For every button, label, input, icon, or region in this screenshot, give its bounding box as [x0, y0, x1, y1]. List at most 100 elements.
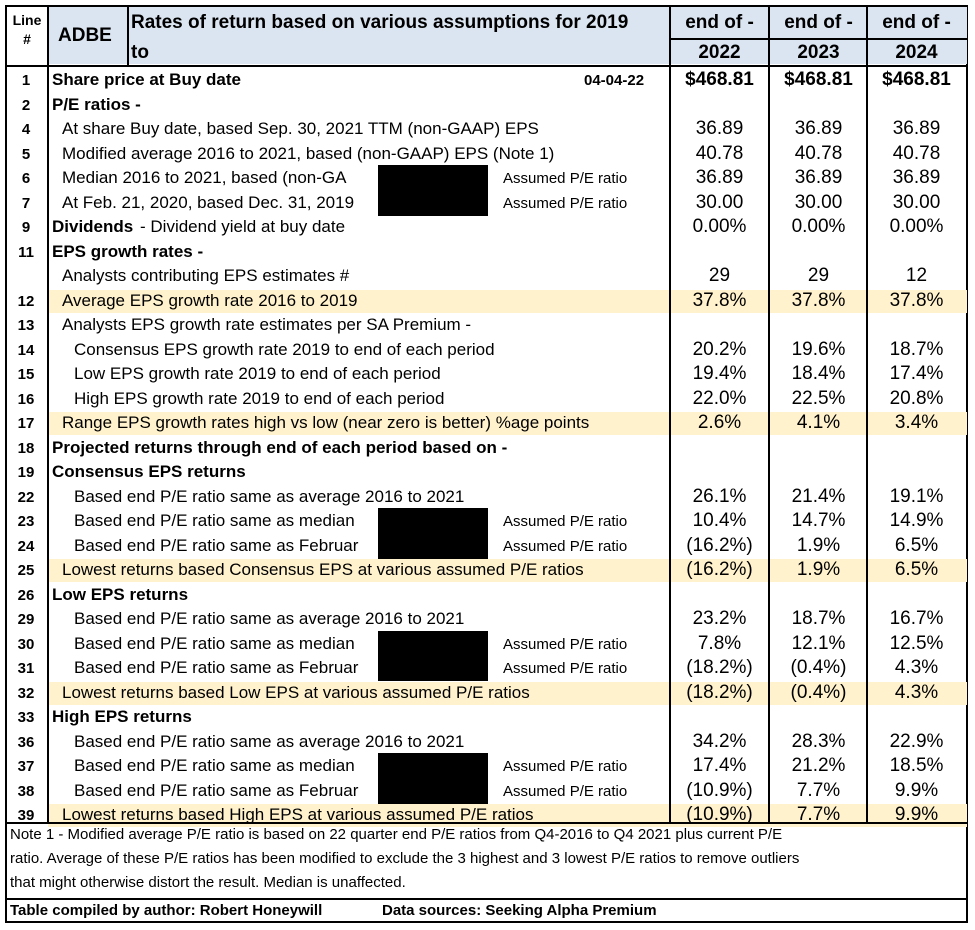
- line-number: 4: [21, 121, 31, 138]
- assumed-pe-label: Assumed P/E ratio: [503, 758, 628, 775]
- grid-line: [47, 7, 49, 822]
- line-number: 15: [17, 366, 35, 383]
- value-cell: 20.8%: [889, 387, 944, 409]
- returns-table: [5, 5, 968, 923]
- row-label: Average EPS growth rate 2016 to 2019: [62, 290, 358, 310]
- value-cell: 4.3%: [894, 681, 939, 703]
- value-cell: $468.81: [685, 69, 754, 90]
- col-header-top: end of -: [784, 12, 853, 33]
- value-cell: 0.00%: [791, 216, 846, 237]
- value-cell: 1.9%: [796, 559, 841, 580]
- value-cell: (16.2%): [686, 534, 753, 556]
- highlight-band: [48, 559, 967, 582]
- row-label: At share Buy date, based Sep. 30, 2021 T…: [62, 119, 539, 138]
- value-cell: (18.2%): [686, 681, 753, 703]
- value-cell: 22.9%: [889, 730, 944, 752]
- col-header-top: end of -: [882, 12, 951, 33]
- value-cell: 37.8%: [791, 289, 846, 311]
- line-number: 1: [21, 72, 31, 89]
- assumed-pe-label: Assumed P/E ratio: [503, 660, 628, 677]
- value-cell: 9.9%: [894, 779, 939, 801]
- value-cell: 14.7%: [791, 510, 846, 531]
- value-cell: (0.4%): [790, 657, 847, 678]
- redaction-block: [378, 189, 488, 216]
- row-label: Based end P/E ratio same as Februar: [74, 535, 359, 555]
- value-cell: 4.3%: [894, 657, 939, 678]
- redaction-block: [378, 165, 488, 191]
- table-title: Rates of return based on various assumpt…: [131, 12, 629, 33]
- value-cell: 2.6%: [697, 412, 742, 433]
- highlight-band: [48, 804, 967, 827]
- value-cell: $468.81: [882, 69, 951, 90]
- line-number: 29: [17, 611, 35, 628]
- row-label: Based end P/E ratio same as Februar: [74, 780, 359, 800]
- value-cell: 17.4%: [692, 755, 747, 776]
- value-cell: 1.9%: [796, 534, 841, 556]
- row-label: Based end P/E ratio same as median: [74, 511, 355, 530]
- grid-line: [768, 7, 770, 822]
- value-cell: 4.1%: [796, 412, 841, 433]
- line-number: 12: [17, 292, 35, 310]
- row-label: Range EPS growth rates high vs low (near…: [62, 413, 590, 432]
- row-label: Projected returns through end of each pe…: [52, 437, 508, 457]
- value-cell: 19.1%: [889, 485, 944, 507]
- line-number: 13: [17, 317, 35, 334]
- value-cell: 7.7%: [796, 779, 841, 801]
- assumed-pe-label: Assumed P/E ratio: [503, 537, 628, 555]
- value-cell: 18.4%: [791, 363, 846, 384]
- line-number: 17: [17, 415, 35, 432]
- col-header-top: end of -: [685, 12, 754, 33]
- value-cell: 18.5%: [889, 755, 944, 776]
- line-number: 2: [21, 96, 31, 114]
- value-cell: 7.7%: [796, 804, 841, 825]
- value-cell: 29: [807, 265, 830, 286]
- line-number: 24: [17, 537, 35, 555]
- footer-compiled: Table compiled by author: Robert Honeywi…: [10, 902, 323, 919]
- row-label: Analysts contributing EPS estimates #: [62, 266, 350, 285]
- row-label-suffix: - Dividend yield at buy date: [140, 217, 346, 236]
- value-cell: 6.5%: [894, 559, 939, 580]
- row-label: P/E ratios -: [52, 94, 141, 114]
- value-cell: 36.89: [695, 167, 744, 188]
- row-label: Based end P/E ratio same as average 2016…: [74, 731, 465, 751]
- note-line: ratio. Average of these P/E ratios has b…: [10, 850, 800, 867]
- value-cell: 40.78: [794, 142, 843, 164]
- redaction-block: [378, 777, 488, 804]
- redaction-block: [378, 508, 488, 534]
- grid-line: [669, 7, 671, 822]
- col-header-year: 2024: [895, 42, 938, 63]
- row-label: At Feb. 21, 2020, based Dec. 31, 2019: [62, 192, 355, 212]
- value-cell: 10.4%: [692, 510, 747, 531]
- line-number: 6: [21, 170, 31, 187]
- value-cell: 12: [905, 265, 928, 286]
- row-label: Share price at Buy date: [52, 70, 241, 89]
- value-cell: 34.2%: [692, 730, 747, 752]
- line-number: 25: [17, 562, 35, 579]
- value-cell: 9.9%: [894, 804, 939, 825]
- value-cell: 12.1%: [791, 632, 846, 654]
- value-cell: (0.4%): [790, 681, 847, 703]
- line-number: 7: [21, 194, 31, 212]
- table-title-cont: to: [131, 42, 149, 63]
- assumed-pe-label: Assumed P/E ratio: [503, 194, 628, 212]
- value-cell: 37.8%: [889, 289, 944, 311]
- value-cell: 0.00%: [889, 216, 944, 237]
- value-cell: (18.2%): [686, 657, 753, 678]
- row-label: EPS growth rates -: [52, 241, 204, 261]
- value-cell: 17.4%: [889, 363, 944, 384]
- grid-line: [7, 822, 967, 824]
- row-label: Based end P/E ratio same as average 2016…: [74, 609, 465, 628]
- line-number: 22: [17, 488, 35, 506]
- ticker: ADBE: [58, 25, 112, 46]
- row-label: High EPS growth rate 2019 to end of each…: [74, 388, 445, 408]
- row-label: Low EPS returns: [52, 584, 189, 604]
- line-number: 39: [17, 807, 35, 824]
- value-cell: 19.4%: [692, 363, 747, 384]
- note-line: that might otherwise distort the result.…: [10, 874, 406, 891]
- line-number: 36: [17, 733, 35, 751]
- value-cell: 16.7%: [889, 608, 944, 629]
- row-label: Modified average 2016 to 2021, based (no…: [62, 143, 555, 163]
- line-number: 5: [21, 145, 31, 163]
- redaction-block: [378, 655, 488, 681]
- value-cell: 18.7%: [889, 338, 944, 360]
